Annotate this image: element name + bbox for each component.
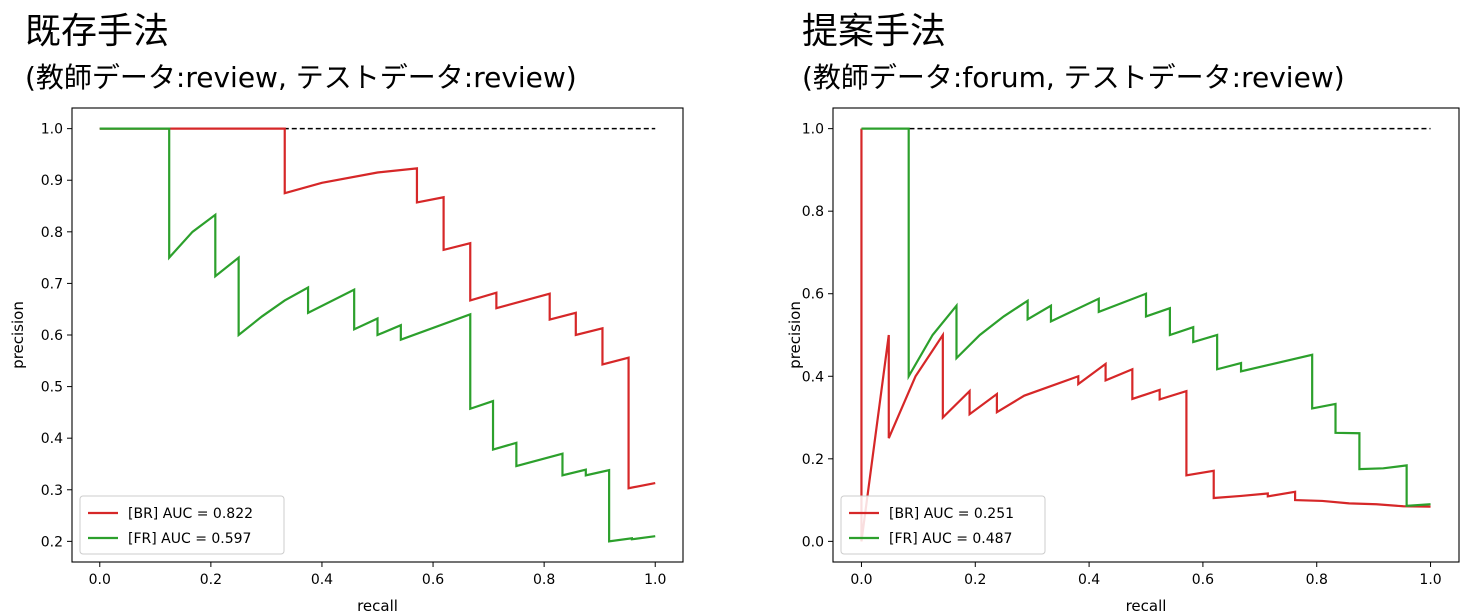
x-tick-label: 1.0	[1419, 572, 1441, 588]
x-tick-label: 0.2	[200, 572, 222, 588]
x-tick-label: 0.0	[89, 572, 111, 588]
x-axis-label: recall	[1126, 597, 1167, 615]
chart-heading: 提案手法	[802, 11, 947, 52]
y-tick-label: 0.7	[41, 276, 63, 292]
y-tick-label: 0.2	[41, 534, 63, 550]
x-tick-label: 0.6	[1192, 572, 1214, 588]
series-line-0	[99, 127, 656, 490]
x-tick-label: 1.0	[644, 572, 666, 588]
x-axis-label: recall	[357, 597, 398, 615]
legend-label: [BR] AUC = 0.251	[889, 506, 1014, 522]
y-tick-label: 0.4	[802, 369, 824, 385]
legend: [BR] AUC = 0.822 [FR] AUC = 0.597	[79, 495, 285, 555]
legend-box	[79, 495, 285, 555]
y-tick-label: 1.0	[802, 122, 824, 138]
x-tick-label: 0.8	[533, 572, 555, 588]
series-line-1	[99, 127, 656, 543]
x-tick-label: 0.4	[311, 572, 333, 588]
x-tick-label: 0.8	[1306, 572, 1328, 588]
series-line-0	[860, 128, 1431, 542]
y-tick-label: 0.8	[41, 225, 63, 241]
legend-label: [BR] AUC = 0.822	[128, 506, 253, 522]
y-axis-label: precision	[9, 301, 27, 369]
x-tick-label: 0.4	[1078, 572, 1100, 588]
chart-heading: 既存手法	[25, 11, 170, 52]
y-tick-label: 0.9	[41, 173, 63, 189]
y-tick-label: 0.8	[802, 204, 824, 220]
pr-curve-chart-proposed: 0.0 0.2 0.4 0.6 0.8 1.0 0.0 0.2 0.4 0.6 0.8 1.0 reca…	[786, 107, 1460, 615]
plot-frame	[832, 107, 1460, 563]
legend-label: [FR] AUC = 0.597	[128, 531, 251, 547]
legend: [BR] AUC = 0.251 [FR] AUC = 0.487	[840, 495, 1046, 555]
chart-panel-proposed-method: 提案手法 (教師データ:forum, テストデータ:review) 0.0 0.2…	[780, 0, 1463, 615]
y-tick-label: 0.4	[41, 431, 63, 447]
chart-subheading: (教師データ:forum, テストデータ:review)	[802, 61, 1345, 94]
chart-subheading: (教師データ:review, テストデータ:review)	[25, 61, 577, 94]
y-tick-label: 1.0	[41, 122, 63, 138]
y-tick-label: 0.6	[41, 328, 63, 344]
y-tick-label: 0.5	[41, 380, 63, 396]
legend-label: [FR] AUC = 0.487	[889, 531, 1012, 547]
x-tick-label: 0.2	[964, 572, 986, 588]
chart-panel-existing-method: 既存手法 (教師データ:review, テストデータ:review) 0.0 0.…	[0, 0, 700, 615]
series-line-1	[861, 127, 1431, 508]
x-tick-label: 0.0	[850, 572, 872, 588]
y-tick-label: 0.6	[802, 287, 824, 303]
x-tick-label: 0.6	[422, 572, 444, 588]
y-tick-label: 0.3	[41, 483, 63, 499]
y-tick-label: 0.2	[802, 452, 824, 468]
y-axis-label: precision	[786, 301, 804, 369]
y-tick-label: 0.0	[802, 534, 824, 550]
pr-curve-chart-existing: 0.0 0.2 0.4 0.6 0.8 1.0 0.2 0.3 0.4 0.5 0.6 0.7 0.8 0…	[9, 107, 684, 615]
legend-box	[840, 495, 1046, 555]
